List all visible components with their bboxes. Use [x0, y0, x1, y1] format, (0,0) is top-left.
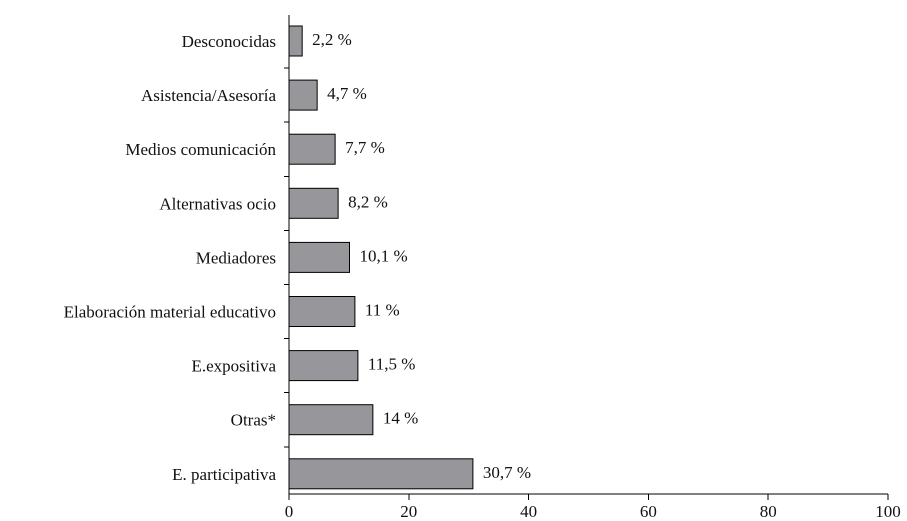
category-label: Alternativas ocio [159, 194, 276, 213]
bar [288, 296, 356, 327]
category-label: Elaboración material educativo [64, 303, 276, 322]
x-tick-label: 100 [875, 502, 901, 521]
bar [288, 133, 336, 165]
bars: Desconocidas 2,2 % Asistencia/Asesoría 4,7 … [64, 25, 531, 490]
x-tick-label: 40 [520, 502, 537, 521]
value-label: 11 % [365, 301, 400, 320]
value-label: 2,2 % [312, 30, 352, 49]
x-tick-label: 60 [640, 502, 657, 521]
category-label: Mediadores [196, 248, 276, 267]
value-label: 11,5 % [368, 355, 416, 374]
bar [288, 241, 350, 273]
value-label: 4,7 % [327, 84, 367, 103]
value-label: 7,7 % [345, 138, 385, 157]
bar [288, 350, 359, 382]
bar [288, 187, 339, 219]
category-label: E.expositiva [191, 357, 276, 376]
bar [288, 79, 318, 111]
category-label: Otras* [231, 411, 276, 430]
x-tick-label: 80 [760, 502, 777, 521]
value-label: 8,2 % [348, 192, 388, 211]
category-label: E. participativa [172, 465, 276, 484]
bar [288, 458, 474, 490]
x-tick-label: 0 [285, 502, 294, 521]
category-label: Desconocidas [182, 32, 276, 51]
x-tick-label: 20 [400, 502, 417, 521]
value-label: 10,1 % [359, 246, 407, 265]
category-label: Medios comunicación [125, 140, 276, 159]
category-label: Asistencia/Asesoría [141, 86, 276, 105]
value-label: 14 % [383, 409, 418, 428]
x-ticks: 0 20 40 60 80 100 [284, 67, 901, 521]
bar [288, 404, 374, 436]
bar [288, 25, 303, 57]
value-label: 30,7 % [483, 463, 531, 482]
